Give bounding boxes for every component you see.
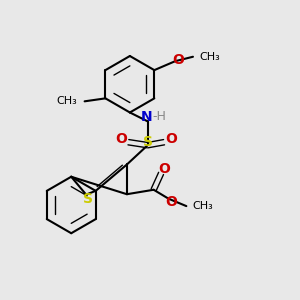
Text: S: S — [143, 135, 153, 149]
Text: O: O — [158, 162, 170, 176]
Text: S: S — [82, 192, 93, 206]
Text: O: O — [172, 53, 184, 67]
Text: O: O — [166, 195, 177, 208]
Text: CH₃: CH₃ — [199, 52, 220, 62]
Text: O: O — [115, 132, 127, 146]
Text: N: N — [140, 110, 152, 124]
Text: -H: -H — [153, 110, 166, 123]
Text: O: O — [166, 132, 177, 146]
Text: CH₃: CH₃ — [192, 201, 213, 211]
Text: CH₃: CH₃ — [56, 96, 77, 106]
